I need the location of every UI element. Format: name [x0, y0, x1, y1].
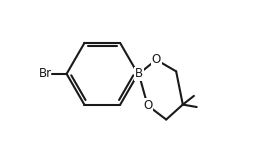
Text: B: B [135, 67, 143, 80]
Text: Br: Br [39, 67, 52, 80]
Text: O: O [152, 53, 161, 66]
Text: O: O [143, 99, 152, 112]
